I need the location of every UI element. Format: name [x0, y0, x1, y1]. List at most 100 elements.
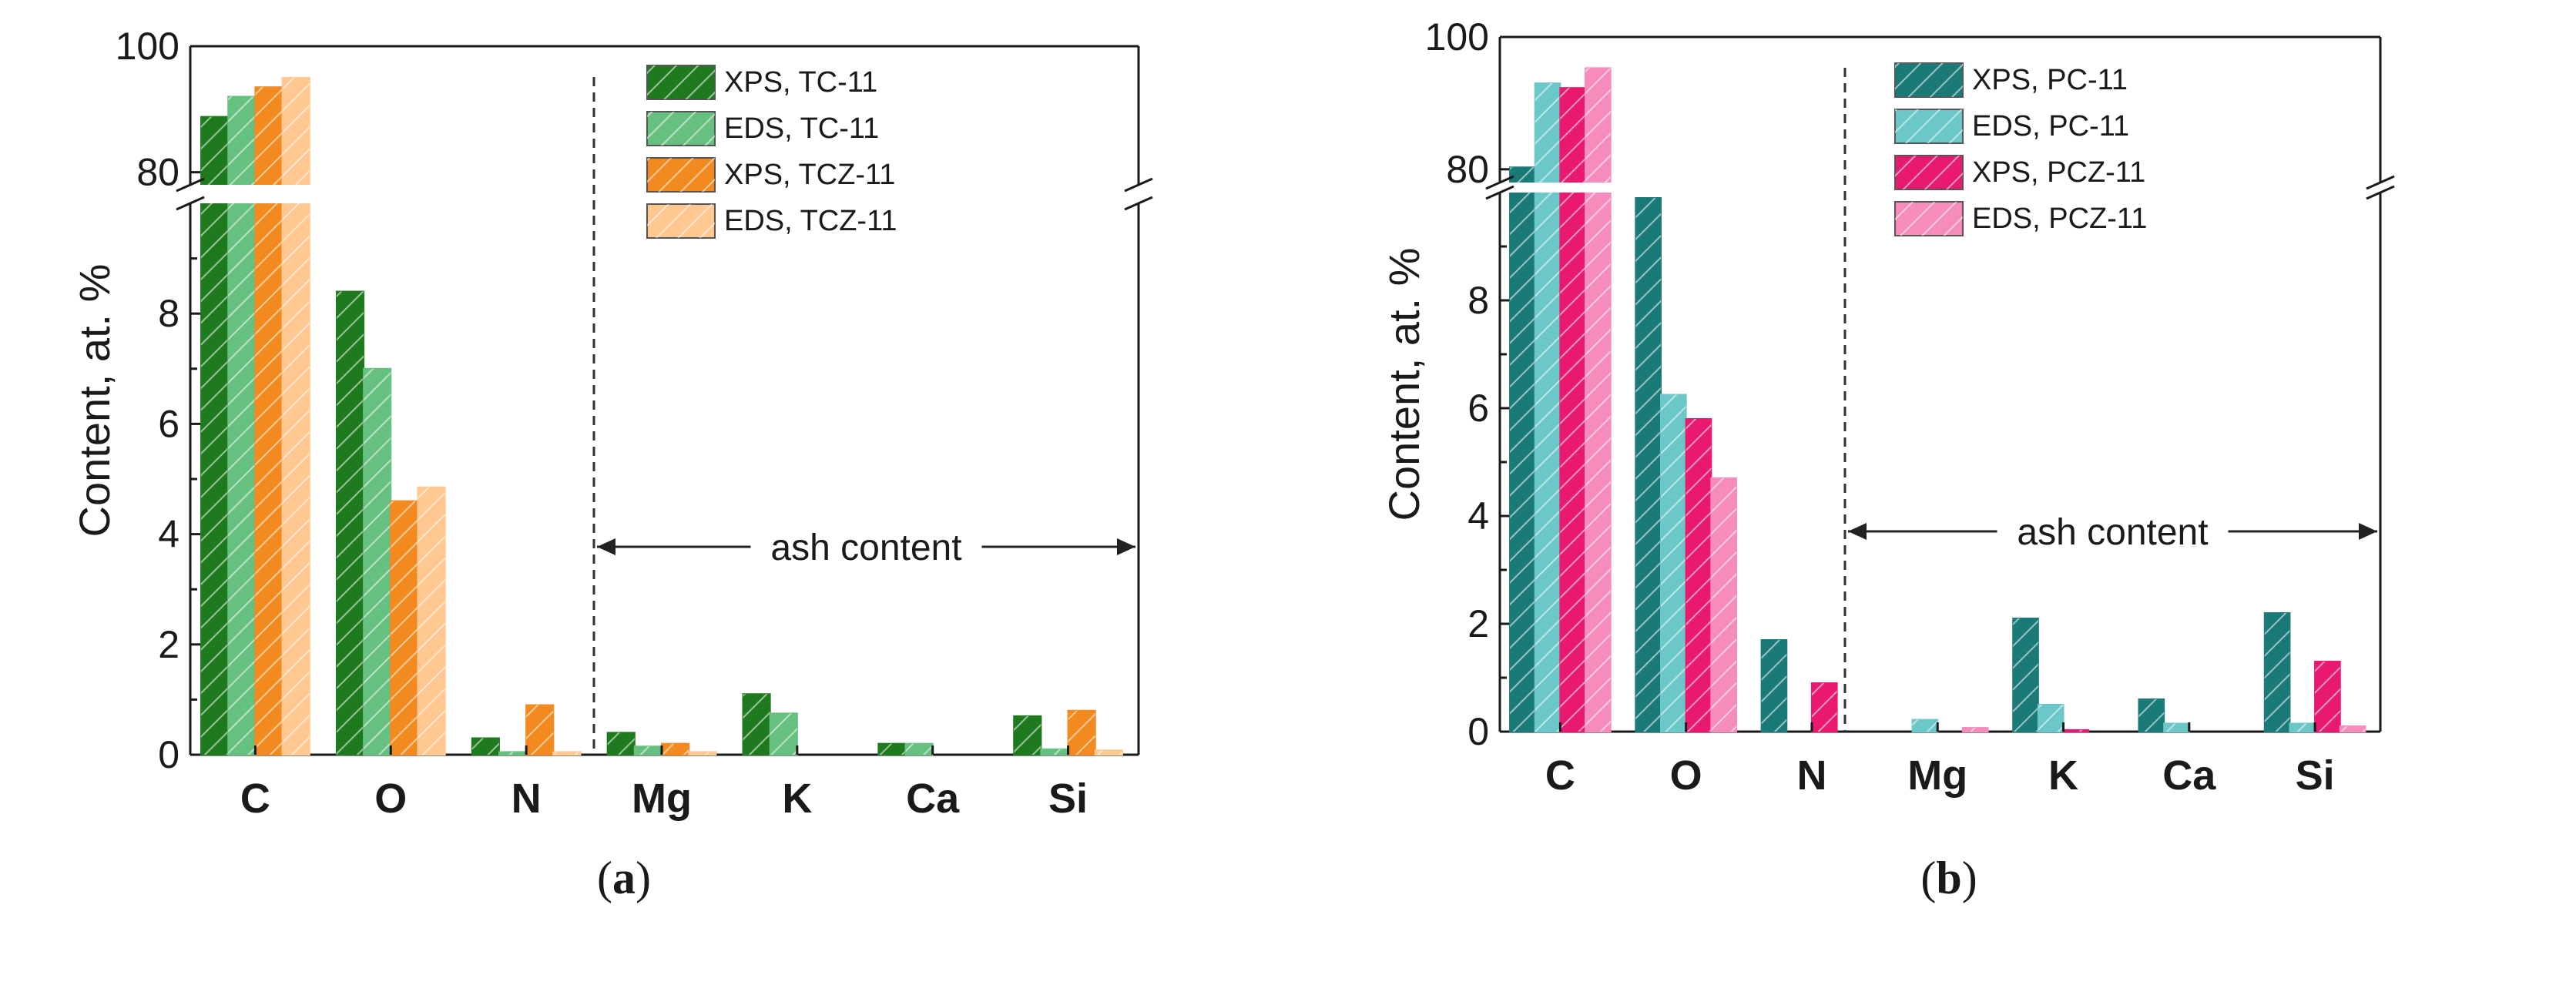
bar-hatch: [743, 694, 770, 755]
y-tick-label: 0: [158, 733, 179, 776]
bar-hatch: [661, 743, 689, 755]
x-tick-label: K: [782, 776, 812, 822]
bar-hatch: [905, 743, 933, 755]
legend-swatch-hatch: [1895, 156, 1963, 189]
ash-arrow-head: [597, 538, 615, 555]
bar-hatch: [526, 705, 554, 755]
caption-close: ): [1962, 853, 1977, 903]
bar-hatch: [2264, 613, 2290, 732]
axis-break-mark: [1485, 185, 1514, 200]
x-tick-label: Mg: [1907, 752, 1967, 799]
legend-label: XPS, PC-11: [1972, 64, 2128, 96]
y-tick-label: 80: [136, 151, 179, 194]
bar-hatch: [1585, 68, 1611, 732]
legend-swatch-hatch: [1895, 109, 1963, 143]
ash-arrow-head: [2359, 523, 2377, 540]
ash-arrow-head: [1117, 538, 1135, 555]
y-tick-label: 100: [1425, 15, 1489, 59]
axis-break-mark: [1124, 177, 1153, 193]
bar-hatch: [1685, 419, 1712, 732]
caption-open: (: [597, 853, 612, 903]
panel-caption: (b): [1920, 853, 1977, 903]
bar-hatch: [1560, 88, 1586, 732]
bar-hatch: [1912, 719, 1938, 732]
caption-close: ): [636, 853, 651, 903]
legend-swatch-hatch: [647, 112, 715, 146]
bar-hatch: [1535, 83, 1561, 732]
caption-open: (: [1920, 853, 1936, 903]
bar-hatch: [1711, 478, 1736, 732]
legend-label: XPS, TC-11: [724, 66, 877, 99]
legend-label: EDS, TCZ-11: [724, 205, 897, 237]
x-tick-label: Ca: [2162, 752, 2216, 799]
x-tick-label: C: [1545, 752, 1575, 799]
bar-hatch: [878, 743, 906, 755]
ash-annotation: ash content: [2017, 512, 2208, 553]
ash-annotation: ash content: [770, 528, 961, 568]
bar-hatch: [1014, 715, 1041, 755]
bar-hatch: [2063, 729, 2089, 732]
axis-break-mark: [176, 196, 205, 211]
y-tick-label: 2: [1467, 602, 1489, 645]
bar-hatch: [689, 752, 716, 755]
bar-hatch: [607, 732, 635, 755]
bar-hatch: [2340, 726, 2366, 732]
axis-break-mark: [2366, 175, 2395, 190]
bar-hatch: [1962, 728, 1988, 732]
bar-hatch: [364, 368, 391, 755]
bar-hatch: [634, 746, 662, 755]
bar-hatch: [418, 487, 445, 755]
y-tick-label: 4: [158, 513, 179, 556]
bar-hatch: [770, 713, 797, 755]
bar-hatch: [1635, 198, 1662, 732]
bar-hatch: [2164, 723, 2189, 732]
bar-hatch: [2013, 618, 2038, 732]
y-axis-title: Content, at. %: [70, 264, 119, 538]
bar-hatch: [1811, 683, 1837, 732]
y-tick-label: 6: [1467, 387, 1489, 430]
chart-panel-b: 80 100 0 2 4 6 8 Content, at. % C O N Mg K Ca Si ash co…: [1380, 15, 2402, 903]
y-tick-label: 6: [158, 402, 179, 445]
bar-hatch: [2138, 699, 2165, 732]
legend-swatch-hatch: [1895, 63, 1963, 97]
x-tick-label: N: [512, 776, 542, 822]
legend-label: EDS, PC-11: [1972, 110, 2129, 142]
x-tick-label: Mg: [632, 776, 692, 822]
bar-hatch: [282, 77, 310, 755]
y-tick-label: 8: [158, 292, 179, 335]
bar-hatch: [1661, 394, 1686, 732]
y-tick-label: 2: [158, 623, 179, 666]
bar-hatch: [1761, 640, 1787, 732]
x-tick-label: K: [2048, 752, 2078, 799]
bar-hatch: [1095, 750, 1122, 755]
x-tick-label: Si: [1048, 776, 1088, 822]
legend-label: EDS, TC-11: [724, 112, 879, 145]
legend-label: EDS, PCZ-11: [1972, 203, 2147, 235]
y-tick-label: 8: [1467, 279, 1489, 322]
y-tick-label: 80: [1446, 148, 1489, 191]
bar-hatch: [2038, 705, 2064, 732]
axis-break-mark: [1124, 196, 1153, 211]
axis-break-mark: [176, 177, 205, 193]
y-tick-label: 4: [1467, 494, 1489, 538]
axis-break-mark: [1485, 175, 1514, 190]
axis-break-mark: [2366, 185, 2395, 200]
bar-hatch: [471, 738, 499, 755]
legend-swatch-hatch: [647, 158, 715, 192]
y-axis-title: Content, at. %: [1380, 248, 1428, 521]
bar-hatch: [553, 752, 581, 755]
x-tick-label: Si: [2296, 752, 2335, 799]
y-tick-label: 100: [116, 25, 179, 68]
bar-hatch: [1068, 710, 1095, 755]
bar-hatch: [2289, 723, 2316, 732]
bar-hatch: [498, 752, 527, 755]
bar-hatch: [228, 96, 256, 755]
caption-letter: b: [1936, 853, 1961, 903]
ash-arrow-head: [1848, 523, 1867, 540]
bar-hatch: [1041, 749, 1068, 755]
y-tick-label: 0: [1467, 710, 1489, 753]
bar-hatch: [1510, 167, 1535, 732]
x-tick-label: Ca: [906, 776, 960, 822]
bar-hatch: [336, 291, 364, 755]
